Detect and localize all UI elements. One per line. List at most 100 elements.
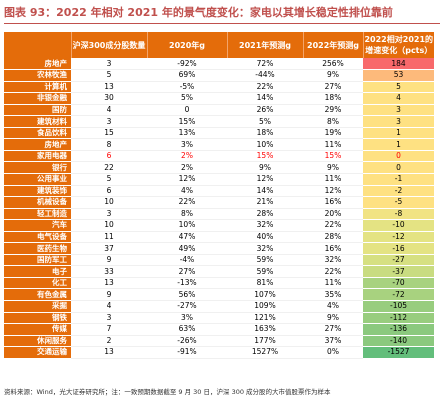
g2020-cell: 2% [147,161,227,174]
g2020-cell: -91% [147,346,227,359]
change-cell: -112 [363,312,434,325]
industry-cell: 化工 [4,277,71,290]
table-row: 公用事业 5 12% 12% 11% -1 [4,173,434,186]
change-cell: -10 [363,219,434,232]
table-row: 房地产 3 -92% 72% 256% 184 [4,58,434,71]
table-row: 家用电器 6 2% 15% 15% 0 [4,150,434,163]
source-note: 资料来源：Wind，光大证券研究所；注：一致预期数据截至 9 月 30 日，沪深… [4,388,331,396]
table-row: 采掘 4 -27% 109% 4% -105 [4,300,434,313]
header-count: 沪深300成分股数量 [70,32,147,58]
change-cell: 0 [363,161,434,174]
change-cell: -1 [363,173,434,186]
g2021-cell: 40% [227,231,303,244]
count-cell: 4 [71,104,147,117]
industry-cell: 国防军工 [4,254,71,267]
industry-cell: 汽车 [4,219,71,232]
table-row: 电子 33 27% 59% 22% -37 [4,265,434,278]
industry-cell: 建筑装饰 [4,185,71,198]
industry-cell: 农林牧渔 [4,69,71,82]
g2022-cell: 22% [303,265,363,278]
table-row: 非银金融 30 5% 14% 18% 4 [4,92,434,105]
table-row: 国防军工 9 -4% 59% 32% -27 [4,254,434,267]
g2022-cell: 15% [303,150,363,163]
change-cell: 3 [363,115,434,128]
count-cell: 3 [71,208,147,221]
g2020-cell: 22% [147,196,227,209]
g2020-cell: -4% [147,254,227,267]
count-cell: 33 [71,265,147,278]
industry-cell: 房地产 [4,138,71,151]
g2022-cell: 4% [303,300,363,313]
g2020-cell: 15% [147,115,227,128]
g2021-cell: 28% [227,208,303,221]
count-cell: 3 [71,312,147,325]
count-cell: 7 [71,323,147,336]
change-cell: 53 [363,69,434,82]
change-cell: -140 [363,335,434,348]
header-g2020: 2020年g [146,32,227,58]
g2021-cell: 22% [227,81,303,94]
g2022-cell: 0% [303,346,363,359]
g2020-cell: -92% [147,58,227,71]
g2022-cell: 19% [303,127,363,140]
industry-cell: 银行 [4,161,71,174]
count-cell: 15 [71,127,147,140]
count-cell: 9 [71,288,147,301]
change-cell: -2 [363,185,434,198]
change-cell: 1 [363,127,434,140]
g2022-cell: 12% [303,185,363,198]
change-cell: 5 [363,81,434,94]
g2021-cell: 59% [227,265,303,278]
g2022-cell: 20% [303,208,363,221]
figure-title: 图表 93：2022 年相对 2021 年的景气度变化：家电以其增长稳定性排位靠… [4,6,393,19]
g2020-cell: 49% [147,242,227,255]
g2020-cell: 56% [147,288,227,301]
change-cell: 0 [363,150,434,163]
table-row: 医药生物 37 49% 32% 16% -16 [4,242,434,255]
table-row: 建筑装饰 6 4% 14% 12% -2 [4,185,434,198]
table-row: 电气设备 11 47% 40% 28% -12 [4,231,434,244]
g2022-cell: 8% [303,115,363,128]
table-body: 房地产 3 -92% 72% 256% 184 农林牧渔 5 69% -44% 9% 53 计算机 13-… [4,58,434,359]
industry-cell: 电子 [4,265,71,278]
g2020-cell: -5% [147,81,227,94]
header-industry [4,32,71,58]
table-row: 有色金属 9 56% 107% 35% -72 [4,288,434,301]
count-cell: 9 [71,254,147,267]
table-row: 化工 13 -13% 81% 11% -70 [4,277,434,290]
count-cell: 6 [71,150,147,163]
change-cell: -8 [363,208,434,221]
industry-cell: 机械设备 [4,196,71,209]
industry-cell: 国防 [4,104,71,117]
g2022-cell: 22% [303,219,363,232]
g2022-cell: 9% [303,161,363,174]
change-cell: -70 [363,277,434,290]
g2021-cell: 12% [227,173,303,186]
header-g2021: 2021年预测g [226,32,303,58]
change-cell: 1 [363,138,434,151]
g2021-cell: 109% [227,300,303,313]
g2022-cell: 9% [303,312,363,325]
table-header-row: 沪深300成分股数量 2020年g 2021年预测g 2022年预测g 2022… [4,32,434,58]
industry-cell: 医药生物 [4,242,71,255]
g2020-cell: 12% [147,173,227,186]
count-cell: 10 [71,196,147,209]
g2020-cell: 63% [147,323,227,336]
g2021-cell: 26% [227,104,303,117]
g2021-cell: 10% [227,138,303,151]
g2020-cell: 13% [147,127,227,140]
change-cell: -27 [363,254,434,267]
count-cell: 11 [71,231,147,244]
g2022-cell: 9% [303,69,363,82]
count-cell: 4 [71,300,147,313]
g2021-cell: 1527% [227,346,303,359]
table-row: 传媒 7 63% 163% 27% -136 [4,323,434,336]
g2022-cell: 28% [303,231,363,244]
g2022-cell: 16% [303,196,363,209]
change-cell: -72 [363,288,434,301]
industry-cell: 有色金属 [4,288,71,301]
change-cell: -105 [363,300,434,313]
table-row: 国防 4 0 26% 29% 3 [4,104,434,117]
g2021-cell: 163% [227,323,303,336]
count-cell: 30 [71,92,147,105]
